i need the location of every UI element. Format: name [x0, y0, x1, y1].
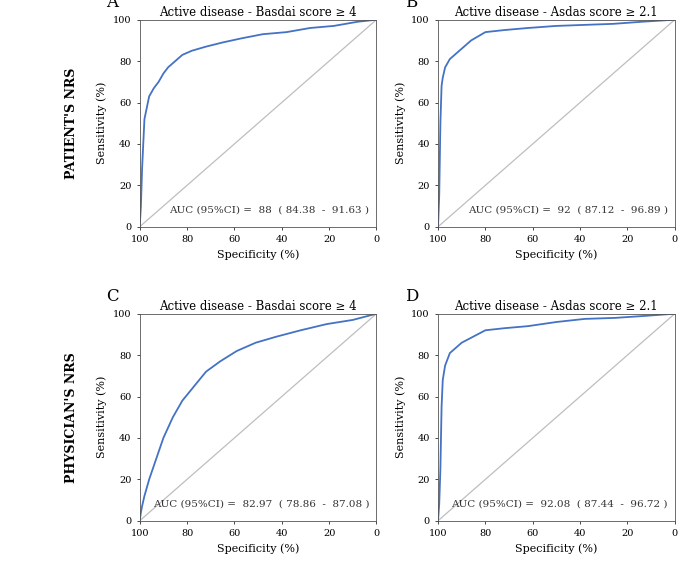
Text: C: C [107, 288, 119, 306]
Text: A: A [107, 0, 119, 11]
Y-axis label: Sensitivity (%): Sensitivity (%) [97, 82, 108, 164]
Text: AUC (95%CI) =  82.97  ( 78.86  -  87.08 ): AUC (95%CI) = 82.97 ( 78.86 - 87.08 ) [153, 499, 369, 508]
Text: D: D [405, 288, 419, 306]
Title: Active disease - Asdas score ≥ 2.1: Active disease - Asdas score ≥ 2.1 [455, 300, 658, 312]
Text: B: B [405, 0, 417, 11]
Text: PHYSICIAN'S NRS: PHYSICIAN'S NRS [65, 352, 78, 482]
Y-axis label: Sensitivity (%): Sensitivity (%) [395, 82, 406, 164]
Text: AUC (95%CI) =  92.08  ( 87.44  -  96.72 ): AUC (95%CI) = 92.08 ( 87.44 - 96.72 ) [451, 499, 668, 508]
Text: AUC (95%CI) =  88  ( 84.38  -  91.63 ): AUC (95%CI) = 88 ( 84.38 - 91.63 ) [169, 205, 369, 215]
Text: PATIENT'S NRS: PATIENT'S NRS [65, 68, 78, 179]
Title: Active disease - Basdai score ≥ 4: Active disease - Basdai score ≥ 4 [159, 6, 357, 19]
Text: AUC (95%CI) =  92  ( 87.12  -  96.89 ): AUC (95%CI) = 92 ( 87.12 - 96.89 ) [468, 205, 668, 215]
X-axis label: Specificity (%): Specificity (%) [515, 544, 597, 554]
Y-axis label: Sensitivity (%): Sensitivity (%) [395, 376, 406, 458]
X-axis label: Specificity (%): Specificity (%) [515, 249, 597, 260]
Title: Active disease - Basdai score ≥ 4: Active disease - Basdai score ≥ 4 [159, 300, 357, 312]
X-axis label: Specificity (%): Specificity (%) [217, 544, 299, 554]
Y-axis label: Sensitivity (%): Sensitivity (%) [97, 376, 108, 458]
X-axis label: Specificity (%): Specificity (%) [217, 249, 299, 260]
Title: Active disease - Asdas score ≥ 2.1: Active disease - Asdas score ≥ 2.1 [455, 6, 658, 19]
